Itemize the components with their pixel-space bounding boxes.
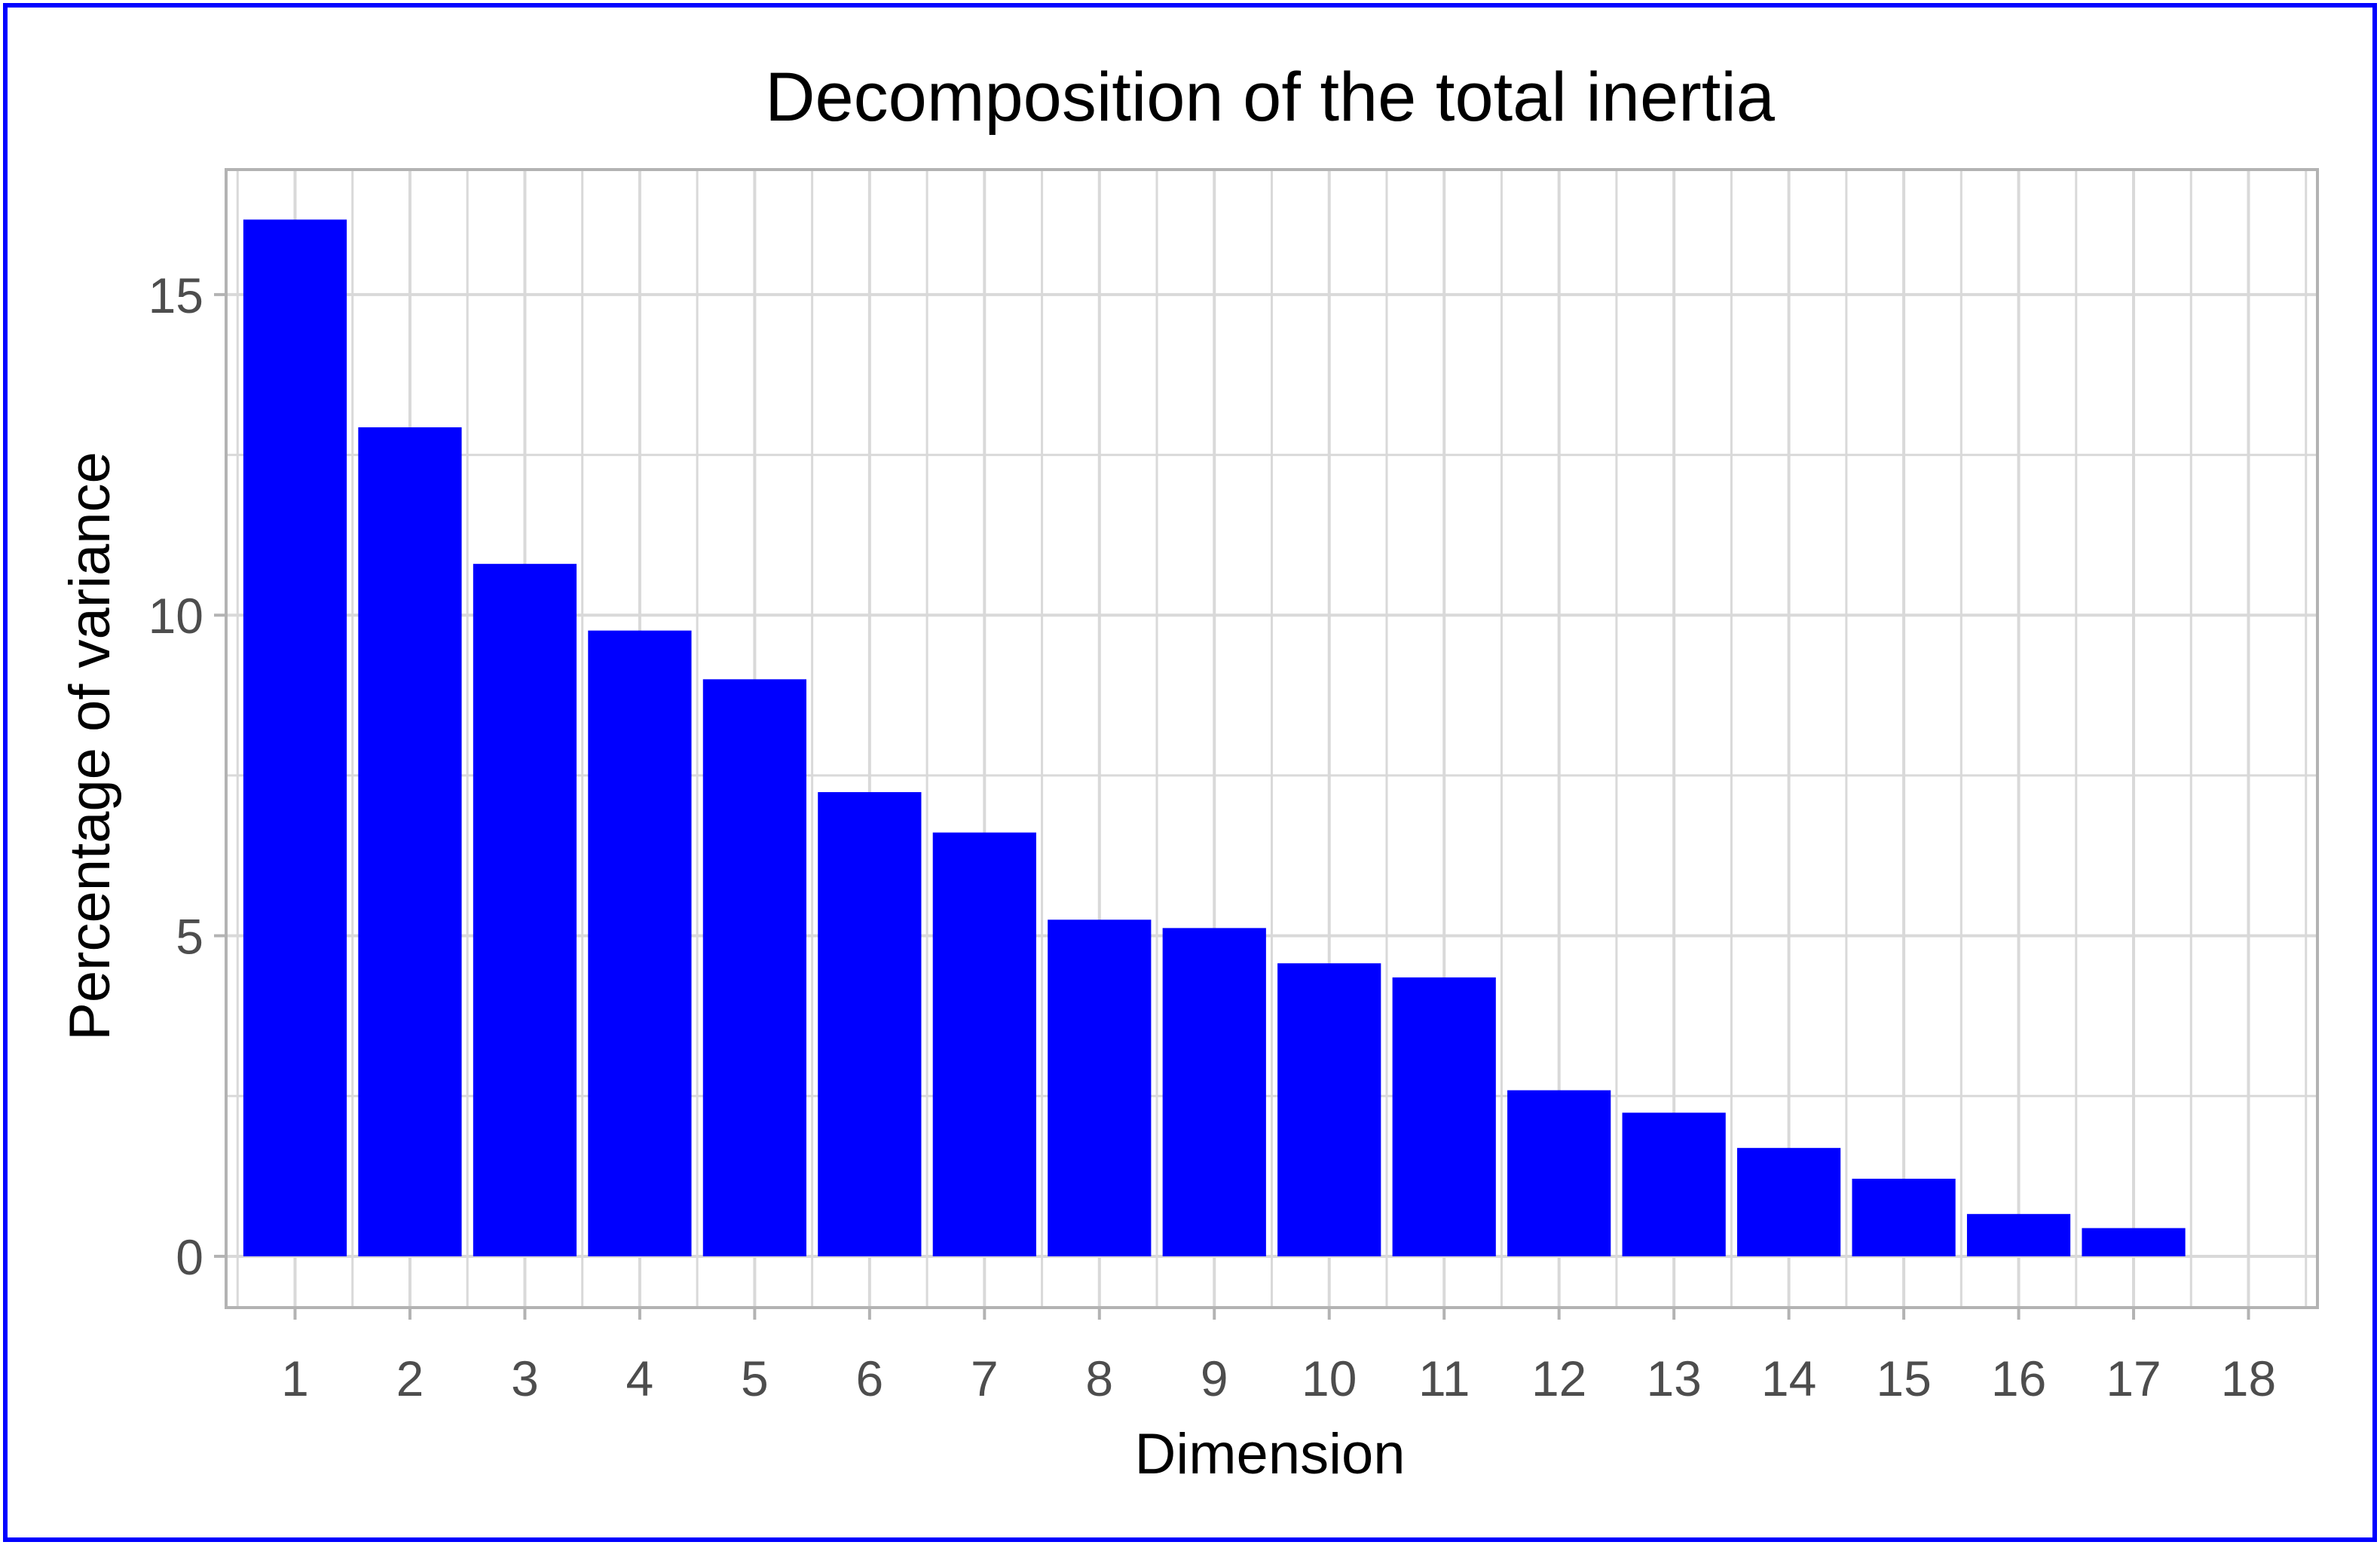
bars — [243, 219, 2186, 1256]
y-tick-label: 10 — [148, 588, 203, 644]
y-axis-ticks: 0 5 10 15 — [148, 268, 226, 1285]
x-tick-label: 14 — [1761, 1351, 1816, 1406]
y-tick-label: 0 — [176, 1229, 203, 1285]
bar — [1507, 1090, 1611, 1256]
bar — [243, 219, 347, 1256]
bar — [702, 679, 806, 1256]
x-axis-title: Dimension — [1134, 1422, 1405, 1486]
y-tick-label: 15 — [148, 268, 203, 323]
x-tick-label: 4 — [626, 1351, 654, 1406]
x-tick-label: 5 — [741, 1351, 769, 1406]
x-tick-label: 12 — [1531, 1351, 1586, 1406]
y-axis-title: Percentage of variance — [58, 451, 122, 1041]
bar — [473, 564, 577, 1256]
bar — [818, 792, 922, 1256]
bar — [2082, 1228, 2186, 1256]
bar — [1966, 1213, 2071, 1256]
panel-border — [225, 168, 2319, 1309]
bar — [932, 832, 1036, 1256]
x-tick-label: 10 — [1302, 1351, 1357, 1406]
y-tick-label: 5 — [176, 909, 203, 965]
bar — [1622, 1112, 1726, 1256]
x-tick-label: 6 — [855, 1351, 883, 1406]
x-tick-label: 17 — [2106, 1351, 2161, 1406]
bar — [1048, 919, 1152, 1256]
x-tick-label: 3 — [511, 1351, 539, 1406]
x-tick-label: 8 — [1085, 1351, 1113, 1406]
bar — [588, 630, 692, 1256]
x-tick-label: 15 — [1876, 1351, 1931, 1406]
bar — [1277, 963, 1381, 1256]
chart-title: Decomposition of the total inertia — [765, 59, 1776, 136]
x-tick-label: 18 — [2221, 1351, 2276, 1406]
x-tick-label: 7 — [971, 1351, 999, 1406]
x-tick-label: 13 — [1646, 1351, 1701, 1406]
x-tick-label: 1 — [281, 1351, 309, 1406]
bar — [1852, 1179, 1956, 1256]
x-tick-label: 11 — [1418, 1351, 1470, 1406]
x-tick-label: 9 — [1201, 1351, 1228, 1406]
bar — [1737, 1148, 1841, 1256]
bar — [1162, 928, 1266, 1256]
bar — [358, 427, 462, 1256]
x-axis-ticks: 1 2 3 4 5 6 7 8 9 10 11 12 13 14 15 16 17 18 — [281, 1308, 2276, 1406]
bar — [1392, 977, 1496, 1256]
x-tick-label: 2 — [396, 1351, 424, 1406]
x-tick-label: 16 — [1991, 1351, 2046, 1406]
